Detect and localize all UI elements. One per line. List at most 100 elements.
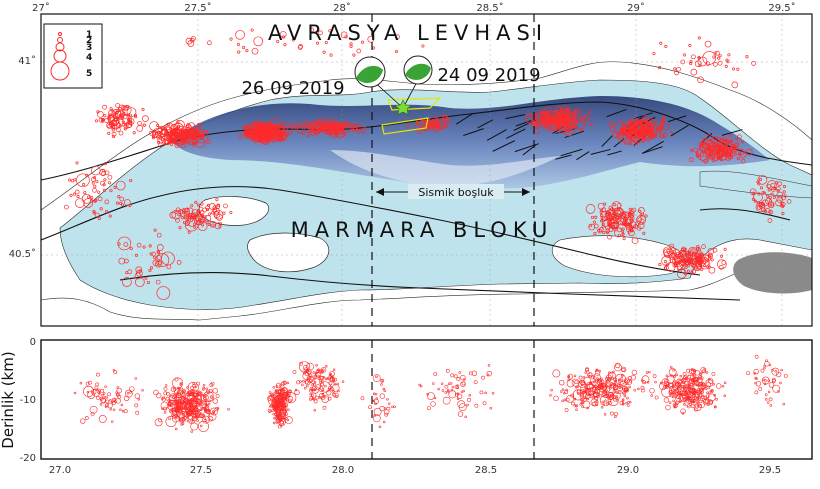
hypocenter <box>380 383 383 386</box>
epicenter <box>320 117 331 128</box>
fault-strand <box>642 140 664 154</box>
hypocenter <box>457 411 464 417</box>
hypocenter <box>107 392 111 397</box>
epicenter <box>601 207 607 213</box>
hypocenter <box>372 399 376 403</box>
hypocenter <box>591 380 597 387</box>
epicenter <box>235 29 245 40</box>
hypocenter <box>129 386 135 392</box>
hypocenter <box>697 396 702 401</box>
hypocenter <box>303 364 309 371</box>
hypocenter <box>90 411 95 416</box>
epicenter <box>620 129 624 133</box>
epicenter <box>663 260 667 264</box>
hypocenter <box>341 380 345 383</box>
epicenter <box>641 133 646 139</box>
hypocenter <box>613 383 617 387</box>
hypocenter <box>706 385 711 390</box>
hypocenter <box>134 377 137 380</box>
epicenter <box>223 203 228 209</box>
epicenter <box>102 188 106 192</box>
hypocenter <box>611 377 614 380</box>
top-tick-label: 28˚ <box>333 2 351 14</box>
hypocenter <box>186 391 190 394</box>
hypocenter <box>625 401 628 405</box>
hypocenter <box>324 377 328 381</box>
epicenter <box>752 191 756 195</box>
epicenter <box>758 177 762 182</box>
epicenter <box>178 126 184 131</box>
hypocenter <box>191 411 195 415</box>
epicenter <box>112 134 116 139</box>
epicenter <box>98 117 104 123</box>
hypocenter <box>462 389 465 393</box>
hypocenter <box>180 417 185 421</box>
epicenter <box>149 252 153 256</box>
epicenter <box>562 121 567 127</box>
hypocenter <box>387 402 391 405</box>
depth-tick-label: -10 <box>20 395 36 406</box>
hypocenter <box>672 399 675 403</box>
hypocenter <box>188 392 191 396</box>
epicenter <box>117 195 121 199</box>
epicenter <box>702 260 706 265</box>
hypocenter <box>179 383 183 386</box>
hypocenter <box>764 393 768 396</box>
hypocenter <box>288 390 292 393</box>
epicenter <box>190 204 194 208</box>
epicenter <box>197 133 201 137</box>
hypocenter <box>196 403 201 408</box>
hypocenter <box>574 380 579 384</box>
hypocenter <box>83 385 95 397</box>
hypocenter <box>693 407 698 412</box>
epicenter <box>244 135 249 139</box>
epicenter <box>317 121 321 125</box>
magnitude-legend: 1 2 3 4 5 <box>43 23 103 89</box>
epicenter <box>429 118 440 129</box>
hypocenter <box>273 401 277 405</box>
hypocenter <box>212 410 215 413</box>
epicenter <box>191 142 196 147</box>
epicenter <box>695 255 699 259</box>
epicenter <box>710 145 717 152</box>
epicenter <box>71 179 75 183</box>
hypocenter <box>190 385 195 390</box>
epicenter <box>731 81 739 89</box>
hypocenter <box>665 404 671 411</box>
epicenter <box>587 110 591 114</box>
hypocenter <box>620 385 623 388</box>
hypocenter <box>586 406 589 410</box>
epicenter <box>691 269 696 274</box>
hypocenter <box>566 379 575 388</box>
hypocenter <box>654 395 659 400</box>
hypocenter <box>311 383 314 387</box>
hypocenter <box>302 379 305 383</box>
hypocenter <box>693 399 696 402</box>
depth-area <box>41 340 812 459</box>
epicenter <box>184 221 190 226</box>
epicenter <box>565 119 569 123</box>
epicenter <box>567 125 573 131</box>
epicenter <box>203 215 207 219</box>
epicenter <box>243 125 248 129</box>
hypocenter <box>689 393 695 399</box>
epicenter <box>558 107 566 115</box>
hypocenter <box>186 386 189 389</box>
hypocenter <box>174 427 178 431</box>
epicenter <box>659 41 663 45</box>
epicenter <box>662 115 666 119</box>
epicenter <box>297 45 303 50</box>
epicenter <box>712 62 718 67</box>
epicenter <box>602 230 606 235</box>
hypocenter <box>173 401 178 406</box>
hypocenter <box>317 377 321 381</box>
hypocenter <box>375 375 378 379</box>
epicenter <box>142 115 149 122</box>
epicenter <box>421 44 425 48</box>
epicenter <box>103 114 107 118</box>
epicenter <box>114 111 118 115</box>
hypocenter <box>210 396 213 399</box>
epicenter <box>751 61 756 66</box>
epicenter <box>567 114 571 118</box>
